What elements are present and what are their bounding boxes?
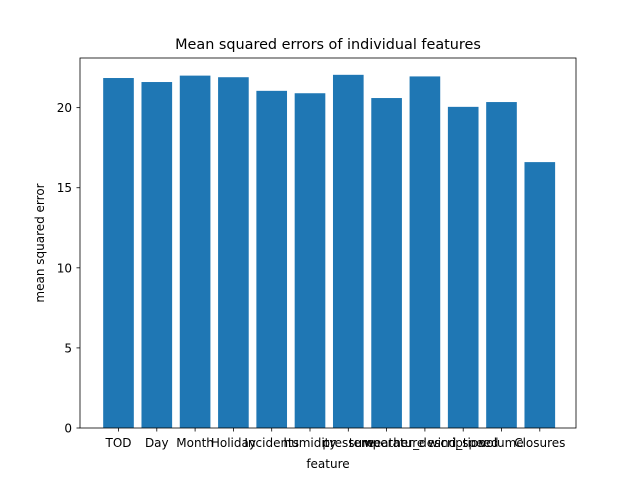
bar-Incidents (256, 90, 288, 428)
x-tick-label: Day (145, 436, 169, 450)
chart-title: Mean squared errors of individual featur… (175, 37, 481, 53)
axes-layer (79, 57, 577, 429)
y-tick-label: 0 (64, 422, 72, 436)
x-tick-label: TOD (104, 436, 131, 450)
bar-Month (179, 75, 211, 429)
x-tick-label: Month (176, 436, 214, 450)
x-axis-label: feature (306, 457, 349, 471)
x-tick-label: Incidents (244, 436, 299, 450)
bar-Day (141, 82, 173, 428)
bar-weather_description (409, 76, 441, 429)
bar-TOD (103, 78, 134, 429)
y-tick-label: 15 (57, 181, 72, 195)
y-tick-label: 10 (57, 261, 72, 275)
x-tick-label: volume (479, 436, 523, 450)
bar-temperature (371, 98, 402, 428)
y-tick-label: 5 (64, 341, 72, 355)
x-tick-label: humidity (284, 436, 337, 450)
x-tick-label: weather_description (364, 436, 486, 450)
bar-volume (486, 102, 517, 429)
x-tick-label: Closures (514, 436, 565, 450)
x-tick-label: wind_speed (428, 436, 499, 450)
bars-layer (103, 74, 556, 429)
x-tick-label: Holiday (211, 436, 256, 450)
bar-Closures (524, 162, 556, 429)
bar-humidity (294, 93, 326, 429)
bar-wind_speed (447, 106, 479, 428)
plot-frame (79, 57, 577, 429)
x-tick-label: pressure (322, 436, 374, 450)
ticks-layer: TOD Day MonthHolidayIncidentshumiditypress… (57, 101, 566, 450)
y-axis-label: mean squared error (33, 183, 47, 302)
x-tick-label: temperature (349, 436, 424, 450)
bar-Holiday (218, 77, 249, 428)
bar-pressure (332, 74, 364, 428)
y-tick-label: 20 (57, 101, 72, 115)
